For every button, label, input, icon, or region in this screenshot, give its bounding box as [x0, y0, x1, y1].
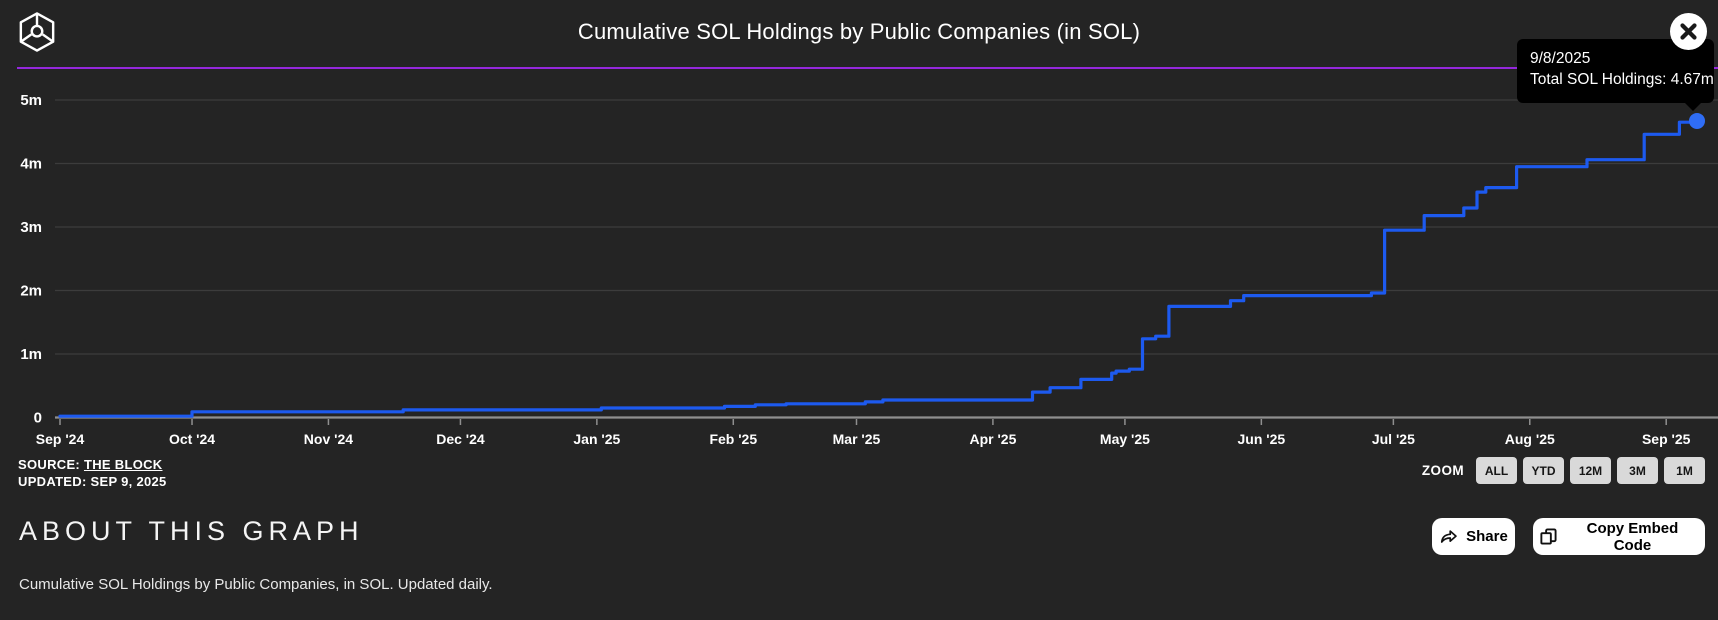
svg-text:Mar '25: Mar '25 — [833, 431, 881, 447]
copy-embed-code-button[interactable]: Copy Embed Code — [1533, 518, 1705, 555]
svg-text:Oct '24: Oct '24 — [169, 431, 215, 447]
svg-text:Nov '24: Nov '24 — [304, 431, 353, 447]
share-icon — [1441, 529, 1457, 543]
source-label: SOURCE: — [18, 457, 84, 472]
close-button[interactable] — [1670, 13, 1707, 50]
page-title: Cumulative SOL Holdings by Public Compan… — [577, 19, 1141, 44]
svg-text:0: 0 — [34, 410, 42, 427]
svg-text:Sep '25: Sep '25 — [1642, 431, 1691, 447]
close-icon — [1680, 23, 1697, 40]
tooltip-value: Total SOL Holdings: 4.67m — [1530, 71, 1714, 88]
holdings-line-chart[interactable]: 0 1m 2m 3m 4m 5m Sep '24 Oct '24 Nov '24 Dec '24 J… — [0, 0, 1718, 455]
source-block: SOURCE: THE BLOCK UPDATED: SEP 9, 2025 — [18, 456, 167, 490]
svg-text:Jan '25: Jan '25 — [573, 431, 620, 447]
svg-text:3m: 3m — [20, 219, 42, 236]
svg-text:Jun '25: Jun '25 — [1238, 431, 1286, 447]
the-block-logo-icon[interactable] — [17, 11, 57, 53]
tooltip-date: 9/8/2025 — [1530, 50, 1591, 67]
zoom-1m-button[interactable]: 1M — [1664, 457, 1705, 484]
svg-text:Feb '25: Feb '25 — [709, 431, 757, 447]
zoom-ytd-button[interactable]: YTD — [1523, 457, 1564, 484]
zoom-all-button[interactable]: ALL — [1476, 457, 1517, 484]
svg-text:2m: 2m — [20, 283, 42, 300]
svg-text:May '25: May '25 — [1100, 431, 1150, 447]
zoom-controls: ZOOM ALL YTD 12M 3M 1M — [1422, 457, 1705, 484]
zoom-12m-button[interactable]: 12M — [1570, 457, 1611, 484]
svg-text:Sep '24: Sep '24 — [36, 431, 85, 447]
svg-text:Apr '25: Apr '25 — [969, 431, 1016, 447]
share-button-label: Share — [1466, 528, 1508, 545]
about-heading: ABOUT THIS GRAPH — [19, 516, 364, 546]
svg-text:5m: 5m — [20, 92, 42, 109]
svg-text:4m: 4m — [20, 156, 42, 173]
updated-label: UPDATED: SEP 9, 2025 — [18, 474, 167, 489]
chart-tooltip: 9/8/2025 Total SOL Holdings: 4.67m — [1517, 39, 1714, 111]
svg-text:Aug '25: Aug '25 — [1505, 431, 1555, 447]
svg-text:Jul '25: Jul '25 — [1372, 431, 1415, 447]
share-button[interactable]: Share — [1432, 518, 1515, 555]
accent-divider-line — [17, 67, 1718, 69]
copy-button-label: Copy Embed Code — [1586, 519, 1679, 554]
zoom-label: ZOOM — [1421, 463, 1464, 478]
zoom-3m-button[interactable]: 3M — [1617, 457, 1658, 484]
source-link[interactable]: THE BLOCK — [83, 457, 163, 472]
tooltip-caret — [1684, 102, 1702, 111]
about-description: Cumulative SOL Holdings by Public Compan… — [19, 576, 493, 593]
svg-text:Dec '24: Dec '24 — [436, 431, 485, 447]
svg-text:1m: 1m — [20, 346, 42, 363]
copy-icon — [1540, 528, 1557, 545]
